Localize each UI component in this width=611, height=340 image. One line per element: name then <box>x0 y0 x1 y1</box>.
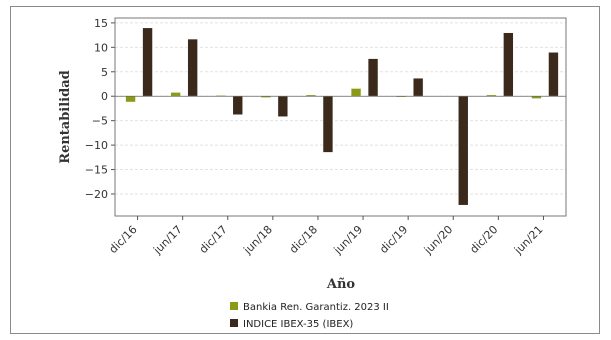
x-tick-label: jun/18 <box>241 223 275 257</box>
bar-ibex <box>503 32 514 97</box>
bars <box>125 27 559 206</box>
x-tick-label: dic/18 <box>287 223 320 256</box>
x-tick-label: dic/16 <box>107 223 140 256</box>
x-tick-label: jun/17 <box>150 223 184 257</box>
y-tick-label: −5 <box>92 115 108 128</box>
x-tick-label: dic/19 <box>377 223 410 256</box>
y-tick-label: −10 <box>85 139 108 152</box>
x-axis-title: Año <box>326 277 356 292</box>
x-tick-label: jun/20 <box>421 223 455 257</box>
bar-ibex <box>457 95 469 206</box>
bar-ibex <box>367 58 379 97</box>
y-tick-label: −15 <box>85 164 108 177</box>
plot-border <box>114 17 567 217</box>
bar-ibex <box>277 95 289 118</box>
legend-swatch-bankia <box>230 302 238 310</box>
chart-frame: 15 10 5 0 −5 −10 −15 −20 dic/16 jun/17 dic/17 jun/1… <box>10 6 600 334</box>
bar-ibex <box>322 95 334 153</box>
y-tick-label: 15 <box>94 17 108 30</box>
y-tick-label: 5 <box>101 66 108 79</box>
x-tick-label: dic/20 <box>467 223 500 256</box>
legend: Bankia Ren. Garantiz. 2023 II INDICE IBE… <box>230 302 389 330</box>
y-axis-title: Rentabilidad <box>58 70 73 163</box>
bar-bankia <box>125 95 136 103</box>
grid-lines <box>115 22 566 195</box>
bar-ibex <box>232 95 244 116</box>
bar-ibex <box>412 77 424 97</box>
bar-bankia <box>350 88 362 97</box>
legend-label-bankia: Bankia Ren. Garantiz. 2023 II <box>243 302 389 313</box>
bar-ibex <box>548 51 559 97</box>
y-tick-label: 10 <box>94 41 108 54</box>
legend-swatch-ibex <box>230 319 238 327</box>
bar-ibex <box>187 38 198 97</box>
y-tick-label: 0 <box>101 90 108 103</box>
chart-svg: 15 10 5 0 −5 −10 −15 −20 dic/16 jun/17 dic/17 jun/1… <box>58 17 567 330</box>
bar-ibex <box>142 27 153 97</box>
y-tick-label: −20 <box>85 188 108 201</box>
legend-label-ibex: INDICE IBEX-35 (IBEX) <box>243 319 353 330</box>
x-tick-label: jun/21 <box>511 223 545 257</box>
x-tick-label: jun/19 <box>331 223 365 257</box>
bar-bankia <box>170 92 181 97</box>
x-tick-label: dic/17 <box>197 223 230 256</box>
